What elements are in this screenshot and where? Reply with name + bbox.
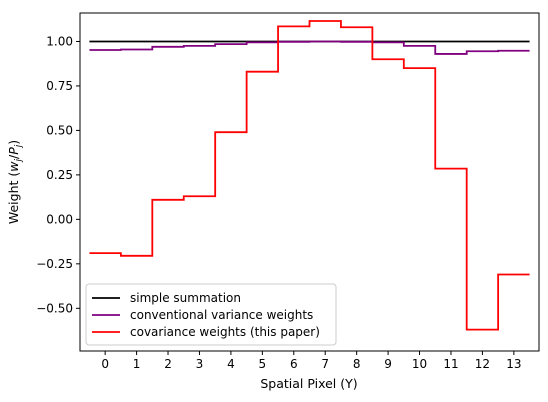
x-tick-label: 1 [133, 357, 141, 371]
x-tick-label: 2 [164, 357, 172, 371]
x-tick-label: 8 [353, 357, 361, 371]
plot-frame [79, 12, 540, 352]
legend-box [85, 283, 337, 346]
series-layer [89, 20, 530, 331]
x-axis: 0 1 2 3 4 5 6 7 8 9 10 11 12 13 [101, 351, 521, 371]
y-tick-label: −0.50 [36, 301, 73, 315]
x-tick-label: 11 [443, 357, 458, 371]
x-tick-label: 13 [506, 357, 521, 371]
x-tick-label: 0 [101, 357, 109, 371]
y-tick-label: 1.00 [46, 34, 73, 48]
y-tick-label: 0.00 [46, 212, 73, 226]
x-tick-label: 9 [384, 357, 392, 371]
legend: simple summation conventional variance we… [85, 283, 337, 346]
y-tick-label: 0.50 [46, 123, 73, 137]
x-tick-label: 4 [227, 357, 235, 371]
x-tick-label: 3 [196, 357, 204, 371]
series-line-2 [89, 40, 530, 55]
x-tick-label: 5 [259, 357, 267, 371]
series-line-3 [89, 20, 530, 331]
legend-label-1: simple summation [130, 291, 241, 305]
y-tick-label: −0.25 [36, 257, 73, 271]
x-axis-label: Spatial Pixel (Y) [260, 376, 357, 391]
x-tick-label: 6 [290, 357, 298, 371]
legend-label-3: covariance weights (this paper) [130, 325, 320, 339]
y-axis: −0.50 −0.25 0.00 0.25 0.50 0.75 1.00 [36, 34, 80, 315]
x-tick-label: 12 [475, 357, 490, 371]
x-tick-label: 10 [412, 357, 427, 371]
x-tick-label: 7 [321, 357, 329, 371]
legend-label-2: conventional variance weights [130, 308, 313, 322]
y-axis-label: Weight (wj/Pj) [6, 140, 24, 224]
y-tick-label: 0.75 [46, 79, 73, 93]
y-tick-label: 0.25 [46, 168, 73, 182]
